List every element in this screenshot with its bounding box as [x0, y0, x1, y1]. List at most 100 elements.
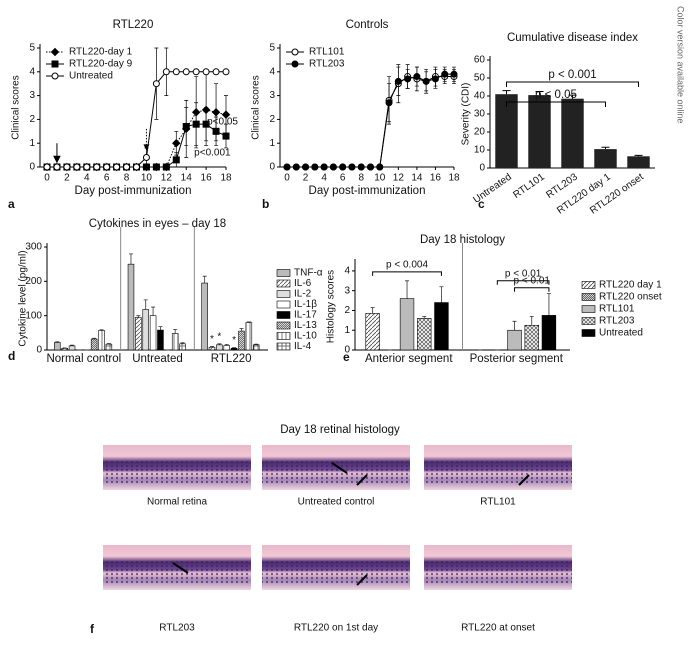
legend-marker: [292, 61, 298, 67]
marker: [368, 164, 374, 170]
legend-label: RTL101: [309, 47, 345, 58]
y-axis-label: Severity (CDI): [461, 83, 472, 146]
bar: [594, 149, 616, 168]
legend-marker: [52, 73, 58, 79]
error-bar: [547, 294, 551, 316]
x-tick-label: 8: [358, 173, 364, 184]
bar: [224, 346, 230, 350]
panel-letter: f: [90, 622, 95, 636]
x-tick-label: 18: [448, 173, 460, 184]
y-tick-label: 5: [269, 43, 275, 54]
panel-letter: a: [8, 197, 15, 211]
marker: [303, 164, 309, 170]
x-tick-label: 4: [321, 173, 327, 184]
legend-swatch: [582, 282, 595, 289]
x-tick-label: 18: [220, 173, 232, 184]
error-bar: [144, 300, 148, 310]
x-tick-label: 2: [303, 173, 309, 184]
bar: [54, 342, 60, 350]
legend-marker: [52, 61, 58, 67]
legend-swatch: [277, 270, 290, 277]
x-tick-label: 6: [104, 173, 110, 184]
bracket: [507, 102, 606, 107]
legend-swatch: [277, 291, 290, 298]
x-tick-label: 10: [374, 173, 386, 184]
histology-texture: [103, 561, 251, 583]
histology-caption: RTL101: [480, 497, 516, 508]
bracket-label: p < 0.05: [535, 89, 577, 101]
marker: [312, 164, 318, 170]
histology-title: Day 18 retinal histology: [280, 424, 400, 436]
y-tick-label: 3: [269, 90, 275, 101]
y-tick-label: 0: [344, 345, 350, 356]
marker: [223, 133, 229, 139]
bar: [508, 330, 522, 350]
bar: [158, 330, 164, 350]
error-bar: [602, 147, 610, 149]
y-tick-label: 3: [344, 285, 350, 296]
x-tick-label: 4: [84, 173, 90, 184]
legend-label: RTL220 onset: [599, 292, 662, 303]
legend-swatch: [277, 280, 290, 287]
legend-label: IL-1β: [294, 299, 317, 310]
bracket-label: p < 0.01: [514, 275, 551, 286]
bracket: [507, 82, 639, 87]
legend-swatch: [277, 301, 290, 308]
y-tick-label: 30: [474, 109, 486, 120]
y-axis-label: Cytokine level (pg/ml): [18, 250, 29, 346]
histology-texture: [103, 461, 251, 483]
annotation: *: [210, 334, 214, 345]
marker: [193, 121, 199, 127]
error-bar: [173, 329, 177, 333]
error-bar: [129, 254, 133, 264]
legend-swatch: [277, 333, 290, 340]
marker: [134, 164, 140, 170]
marker: [293, 164, 299, 170]
histology-texture: [262, 461, 410, 483]
legend-swatch: [582, 318, 595, 325]
bar: [627, 156, 649, 168]
y-tick-label: 1: [344, 325, 350, 336]
legend-label: IL-10: [294, 331, 317, 342]
bar: [366, 313, 380, 350]
marker: [143, 154, 149, 160]
marker: [442, 71, 448, 77]
legend-label: RTL203: [309, 59, 345, 70]
x-tick-label: 8: [124, 173, 130, 184]
marker: [153, 164, 159, 170]
x-tick-label: 6: [340, 173, 346, 184]
bar: [417, 318, 431, 350]
legend-label: Untreated: [69, 71, 113, 82]
marker: [163, 69, 169, 75]
legend-label: Untreated: [599, 328, 643, 339]
error-bar: [203, 276, 207, 283]
legend-label: TNF-α: [294, 268, 323, 279]
y-axis-label: Clinical scores: [11, 75, 22, 139]
bar: [172, 334, 178, 350]
error-bar: [239, 328, 243, 331]
arrow: [54, 143, 60, 162]
marker: [349, 164, 355, 170]
legend-swatch: [277, 312, 290, 319]
y-tick-label: 40: [474, 91, 486, 102]
x-tick-label: 2: [64, 173, 70, 184]
histology-caption: RTL203: [159, 623, 195, 634]
marker: [64, 164, 70, 170]
marker: [84, 164, 90, 170]
marker: [213, 109, 220, 116]
marker: [451, 71, 457, 77]
bar: [128, 264, 134, 350]
bar: [62, 348, 68, 350]
y-tick-label: 1: [29, 138, 35, 149]
series-line: [287, 74, 454, 167]
y-tick-label: 10: [474, 145, 486, 156]
bar: [209, 347, 215, 350]
series-line: [287, 77, 454, 167]
legend-swatch: [582, 306, 595, 313]
y-tick-label: 60: [474, 55, 486, 66]
x-tick-label: 16: [201, 173, 213, 184]
x-tick-label: 10: [141, 173, 153, 184]
x-tick-label: Normal control: [46, 353, 121, 365]
y-tick-label: 50: [474, 73, 486, 84]
